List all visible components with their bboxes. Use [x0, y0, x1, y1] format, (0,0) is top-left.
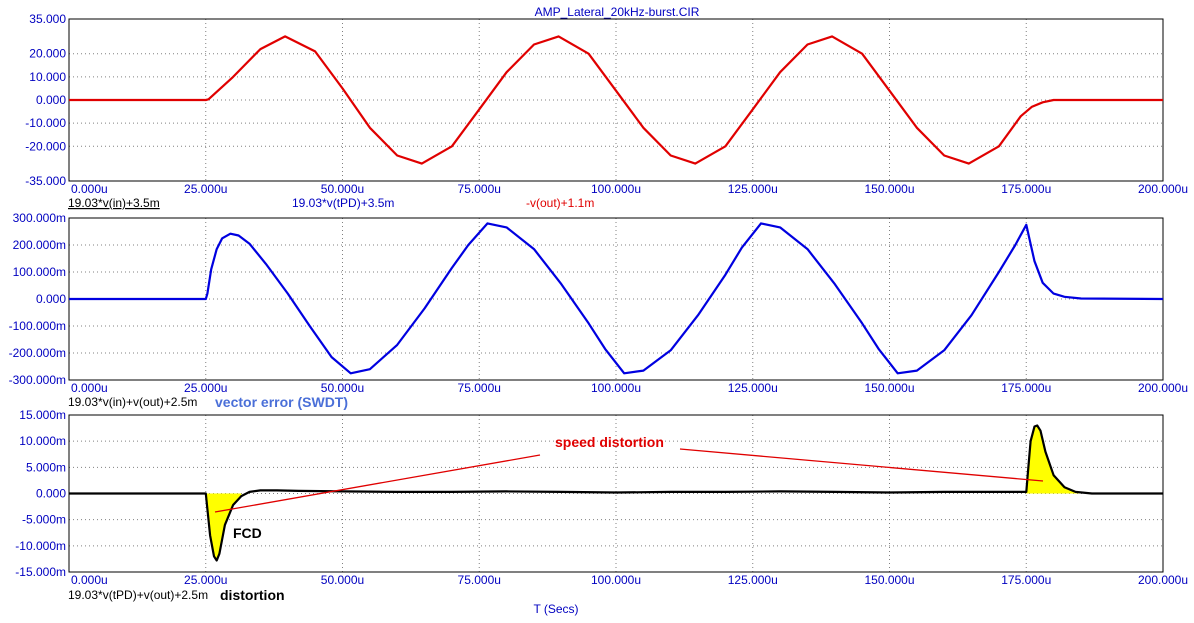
callout-arrow: [679, 448, 1044, 482]
x-tick-label: 150.000u: [864, 182, 914, 196]
legend-entry: 19.03*v(in)+3.5m: [68, 196, 160, 210]
y-tick-label: 15.000m: [19, 408, 66, 422]
series-line: [69, 35, 1163, 165]
x-tick-label: 100.000u: [591, 182, 641, 196]
x-tick-label: 25.000u: [184, 573, 227, 587]
y-tick-label: -300.000m: [9, 373, 66, 387]
x-tick-label: 0.000u: [71, 573, 108, 587]
y-tick-label: 20.000: [29, 47, 66, 61]
y-tick-label: 5.000m: [26, 460, 66, 474]
y-tick-label: 0.000: [36, 93, 66, 107]
legend-entry: 19.03*v(tPD)+3.5m: [292, 196, 394, 210]
x-tick-label: 150.000u: [864, 381, 914, 395]
x-tick-label: 50.000u: [321, 182, 364, 196]
x-tick-label: 175.000u: [1001, 573, 1051, 587]
y-tick-label: 10.000m: [19, 434, 66, 448]
annotation-label: vector error (SWDT): [215, 394, 348, 410]
x-tick-label: 125.000u: [728, 182, 778, 196]
y-tick-label: 35.000: [29, 12, 66, 26]
x-tick-label: 175.000u: [1001, 381, 1051, 395]
y-tick-label: -5.000m: [22, 513, 66, 527]
x-tick-label: 200.000u: [1138, 381, 1188, 395]
legend-entry: -v(out)+1.1m: [526, 196, 594, 210]
x-tick-label: 0.000u: [71, 381, 108, 395]
x-tick-label: 50.000u: [321, 573, 364, 587]
y-tick-label: -20.000: [25, 139, 66, 153]
x-tick-label: 125.000u: [728, 381, 778, 395]
x-tick-label: 150.000u: [864, 573, 914, 587]
y-tick-label: -200.000m: [9, 346, 66, 360]
y-tick-label: -15.000m: [15, 565, 66, 579]
x-tick-label: 100.000u: [591, 573, 641, 587]
chart-title: AMP_Lateral_20kHz-burst.CIR: [535, 5, 700, 19]
legend-entry: 19.03*v(tPD)+v(out)+2.5m: [68, 588, 208, 602]
callout-label: speed distortion: [555, 434, 664, 450]
series-line: [69, 424, 1163, 562]
y-tick-label: -10.000m: [15, 539, 66, 553]
x-tick-label: 125.000u: [728, 573, 778, 587]
x-axis-label: T (Secs): [533, 602, 578, 616]
y-tick-label: -10.000: [25, 116, 66, 130]
y-tick-label: 0.000: [36, 292, 66, 306]
x-tick-label: 0.000u: [71, 182, 108, 196]
y-tick-label: 100.000m: [13, 265, 66, 279]
y-tick-label: 0.000: [36, 487, 66, 501]
y-tick-label: 10.000: [29, 70, 66, 84]
callout-arrow: [214, 454, 541, 513]
y-tick-label: 300.000m: [13, 211, 66, 225]
legend-entry: 19.03*v(in)+v(out)+2.5m: [68, 395, 197, 409]
distortion-fill: [1026, 425, 1092, 494]
x-tick-label: 100.000u: [591, 381, 641, 395]
x-tick-label: 75.000u: [458, 182, 501, 196]
x-tick-label: 50.000u: [321, 381, 364, 395]
y-tick-label: -35.000: [25, 174, 66, 188]
callout-label: FCD: [233, 525, 262, 541]
x-tick-label: 25.000u: [184, 182, 227, 196]
x-tick-label: 75.000u: [458, 573, 501, 587]
series-line: [69, 222, 1164, 375]
x-tick-label: 75.000u: [458, 381, 501, 395]
x-tick-label: 200.000u: [1138, 182, 1188, 196]
y-tick-label: -100.000m: [9, 319, 66, 333]
y-tick-label: 200.000m: [13, 238, 66, 252]
x-tick-label: 200.000u: [1138, 573, 1188, 587]
x-tick-label: 25.000u: [184, 381, 227, 395]
x-tick-label: 175.000u: [1001, 182, 1051, 196]
annotation-label: distortion: [220, 587, 285, 603]
